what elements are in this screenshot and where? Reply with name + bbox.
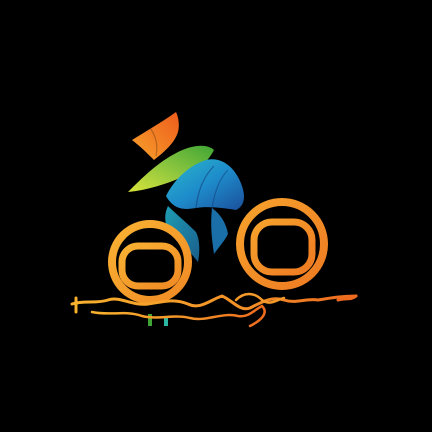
ground-accent-green — [148, 314, 152, 326]
head-shape — [132, 112, 179, 160]
ground-end — [336, 294, 358, 302]
ground-line-2 — [90, 304, 266, 328]
ground-line — [70, 294, 358, 311]
ground-squiggle — [234, 292, 286, 304]
torso-green — [128, 145, 214, 192]
leg-teal — [165, 206, 200, 262]
torso-blue — [166, 159, 244, 210]
front-wheel — [236, 198, 328, 290]
ground-accent-teal — [164, 316, 168, 326]
leg-blue — [211, 208, 228, 254]
rear-wheel — [108, 220, 192, 304]
